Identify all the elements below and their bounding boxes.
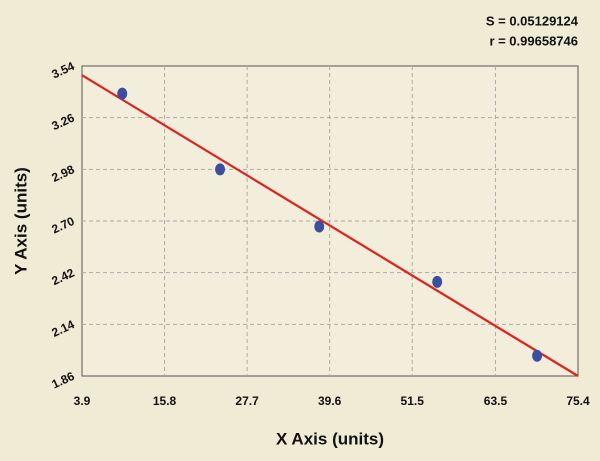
x-tick-label: 75.4 xyxy=(566,394,590,408)
point xyxy=(117,87,128,100)
x-tick-label: 15.8 xyxy=(153,394,177,408)
point xyxy=(314,220,325,233)
y-tick-label: 2.98 xyxy=(50,162,77,185)
y-tick-label: 3.54 xyxy=(50,59,77,82)
y-tick-label: 1.86 xyxy=(50,369,77,392)
x-tick-label: 51.5 xyxy=(401,394,425,408)
y-tick-label: 2.70 xyxy=(50,214,77,237)
y-tick-label: 3.26 xyxy=(50,110,77,133)
point xyxy=(215,163,226,176)
annotation: r = 0.99658746 xyxy=(489,33,578,48)
x-tick-label: 63.5 xyxy=(484,394,508,408)
y-tick-label: 2.42 xyxy=(50,265,77,288)
x-tick-label: 39.6 xyxy=(318,394,342,408)
y-tick-label: 2.14 xyxy=(50,317,77,340)
x-axis-title: X Axis (units) xyxy=(276,429,384,448)
fit-line xyxy=(81,74,579,377)
y-axis-title: Y Axis (units) xyxy=(11,167,30,275)
x-tick-label: 3.9 xyxy=(74,394,91,408)
point xyxy=(532,349,543,362)
annotation: S = 0.05129124 xyxy=(486,13,579,28)
x-tick-label: 27.7 xyxy=(235,394,259,408)
point xyxy=(432,275,443,288)
